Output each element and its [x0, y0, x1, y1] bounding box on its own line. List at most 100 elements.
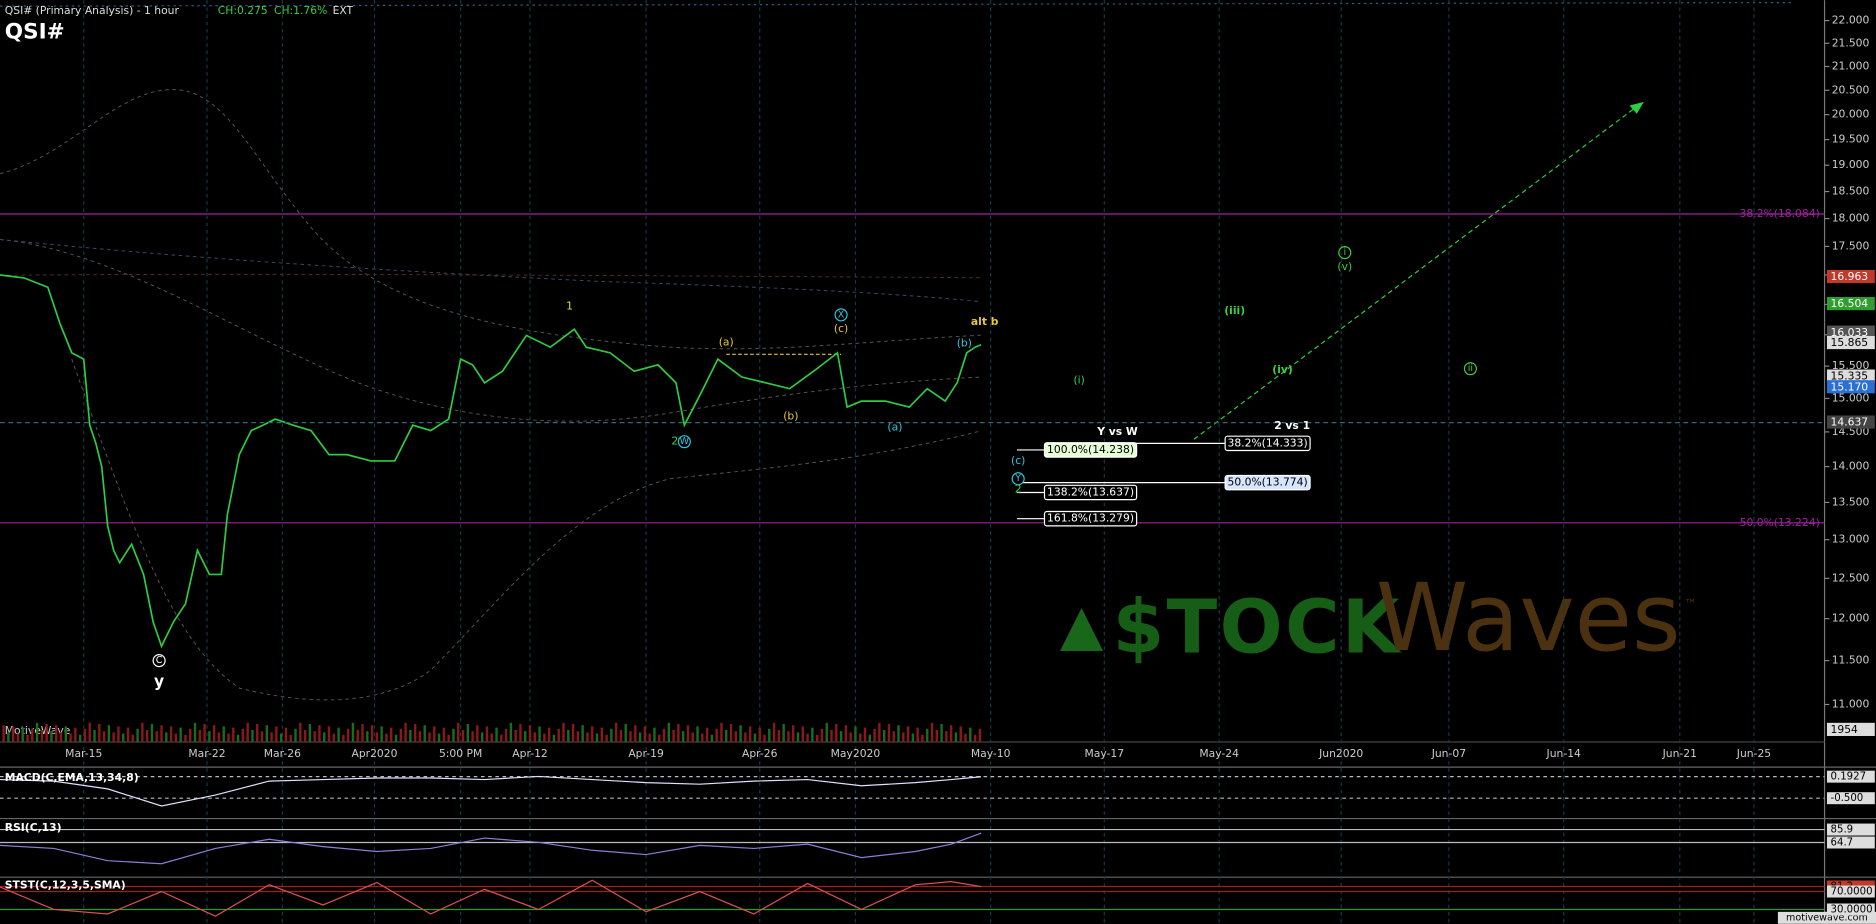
bands [0, 89, 982, 701]
volume-bar [145, 730, 149, 742]
price-tag-bg [1826, 325, 1875, 339]
volume-bar [686, 725, 690, 742]
wave-circle [834, 308, 848, 322]
volume-bar [739, 725, 742, 742]
volume-bar [442, 727, 446, 742]
y-tick-label: 15.000 [1832, 391, 1870, 404]
volume-bar [748, 726, 752, 742]
volume-bar [753, 733, 757, 742]
volume-bar [447, 734, 450, 742]
volume-bar [763, 734, 766, 742]
volume-bar [662, 728, 666, 742]
volume-bar [552, 734, 556, 742]
volume-bar [236, 734, 240, 742]
volume-bar [897, 725, 900, 742]
volume-bar [69, 733, 72, 742]
middle-band [0, 238, 982, 422]
volume-bar [969, 727, 972, 742]
volume-bar [667, 722, 670, 742]
volume-bar [380, 726, 383, 742]
volume-bar [208, 731, 211, 742]
volume-bar [212, 725, 216, 742]
volume-bar [437, 733, 441, 742]
volume-bar [299, 722, 302, 742]
indicator-name: MACD(C,EMA,13,34,8) [5, 771, 139, 784]
volume-bar [772, 722, 776, 742]
volume-bar [787, 731, 790, 742]
volume-bar [681, 731, 685, 742]
volume-bar [433, 726, 436, 742]
volume-bar [859, 733, 862, 742]
y-tick-label: 18.500 [1832, 185, 1870, 198]
volume-bar [418, 731, 422, 742]
watermark-stock: $TOCK [1113, 584, 1402, 670]
price-tag: 14.637 [1831, 416, 1869, 429]
volume-bar [634, 725, 637, 742]
wave-circle [677, 435, 691, 449]
x-tick-label: Apr-19 [628, 747, 664, 760]
wave-label: 2 [1015, 483, 1022, 496]
indicator-tag-bg [1826, 792, 1875, 805]
volume-bar [189, 728, 192, 742]
volume-bar [811, 727, 814, 742]
fib-box [1043, 510, 1138, 527]
x-tick-label: Mar-26 [264, 747, 301, 760]
volume-bar [878, 722, 881, 742]
volume-bar [74, 727, 77, 742]
volume-bar [653, 727, 656, 742]
volume-bar [614, 722, 618, 742]
volume-bar [868, 734, 871, 742]
volume-bar [303, 730, 307, 742]
indicator-tag-bg [1826, 823, 1875, 836]
volume-bar [122, 733, 125, 742]
volume-bar [131, 734, 134, 742]
y-tick-label: 20.000 [1832, 108, 1870, 121]
volume-bar [528, 725, 532, 742]
volume-bar [892, 731, 895, 742]
volume-bar [390, 727, 393, 742]
volume-bar [619, 730, 623, 742]
volume-bar [88, 722, 91, 742]
volume-bar [643, 726, 647, 742]
volume-bar [973, 734, 977, 742]
price-tag: 16.033 [1831, 326, 1869, 339]
volume-bar [21, 727, 24, 742]
volume-bar [332, 733, 335, 742]
volume-bar [825, 722, 828, 742]
wave-label: (c) [834, 322, 848, 335]
volume-bar [863, 727, 867, 742]
volume-bar [696, 726, 699, 742]
volume-bar [409, 730, 412, 742]
volume-bar [605, 734, 608, 742]
volume-bar [284, 727, 288, 742]
price-tag: 15.335 [1831, 370, 1869, 383]
y-tick-label: 18.000 [1832, 212, 1870, 225]
volume-bar [112, 732, 115, 742]
volume-bar [279, 733, 283, 742]
wave-label: 2 [671, 435, 678, 448]
volume-bar [509, 722, 513, 742]
wave-circle [1463, 362, 1477, 376]
y-tick-label: 11.000 [1832, 697, 1870, 710]
volume-bar [849, 732, 852, 742]
volume-bar [385, 733, 388, 742]
volume-bar [882, 730, 886, 742]
volume-bar [260, 731, 264, 742]
symbol: QSI# [5, 19, 65, 44]
volume-bar [629, 731, 632, 742]
price-tag: 16.963 [1831, 270, 1869, 283]
footer-bg [1777, 911, 1876, 924]
volume-bar [533, 732, 536, 742]
volume-bar [806, 733, 809, 742]
wave-label: 2 vs 1 [1274, 419, 1310, 432]
volume-bar [2, 725, 5, 742]
volume-bar [815, 734, 819, 742]
y-tick-label: 12.500 [1832, 571, 1870, 584]
volume-bar [461, 730, 465, 742]
header-stat: EXT [333, 4, 354, 17]
y-tick-label: 20.500 [1832, 83, 1870, 96]
volume-bar [55, 725, 58, 742]
fib-label: 138.2%(13.637) [1047, 485, 1134, 498]
y-tick-label: 19.000 [1832, 158, 1870, 171]
volume-bar [428, 732, 431, 742]
